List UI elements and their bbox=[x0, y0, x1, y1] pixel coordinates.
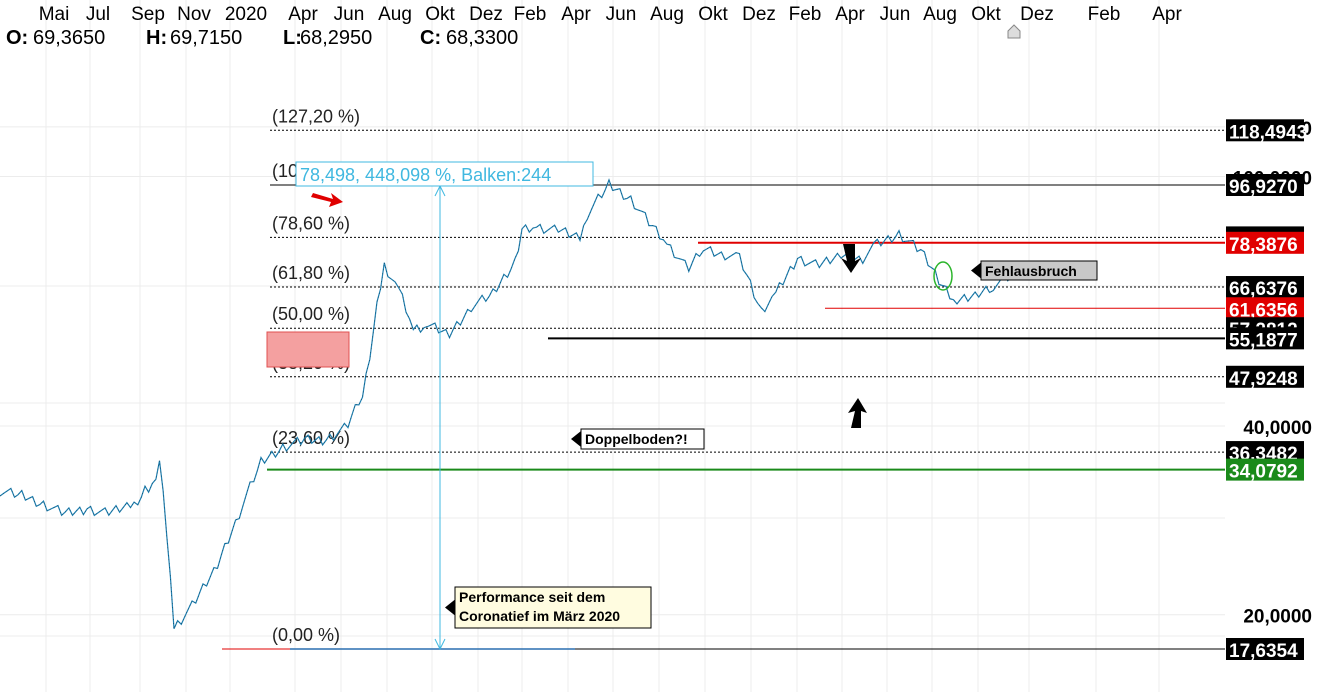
performance-callout-text: Coronatief im März 2020 bbox=[459, 608, 620, 624]
price-tag-text: 34,0792 bbox=[1229, 462, 1298, 483]
performance-callout-pointer-icon bbox=[445, 599, 455, 616]
high-value: 69,7150 bbox=[170, 27, 242, 49]
doppelboden-callout-pointer-icon bbox=[571, 431, 581, 447]
x-tick-label: Aug bbox=[923, 4, 957, 25]
y-tick-label: 40,0000 bbox=[1243, 418, 1312, 439]
scroll-handle-icon[interactable] bbox=[1007, 24, 1021, 39]
fib-label: (50,00 %) bbox=[272, 304, 350, 324]
x-tick-label: Okt bbox=[425, 4, 455, 25]
low-label: L: bbox=[283, 27, 302, 49]
x-tick-label: Nov bbox=[177, 4, 211, 25]
x-tick-label: Dez bbox=[1020, 4, 1054, 25]
price-tag-box bbox=[1226, 638, 1304, 660]
breakout-circle bbox=[933, 261, 953, 291]
x-tick-label: Okt bbox=[971, 4, 1001, 25]
drawing-tools: 78,498, 448,098 %, Balken:244 Fehlausbruc… bbox=[266, 161, 1098, 651]
fehlausbruch-callout-pointer-icon bbox=[971, 262, 981, 279]
black-arrow-up-icon bbox=[848, 398, 867, 428]
x-tick-label: Dez bbox=[742, 4, 776, 25]
x-tick-label: 2020 bbox=[225, 4, 267, 25]
y-tick-label: 20,0000 bbox=[1243, 607, 1312, 628]
fib-highlight-box bbox=[266, 331, 350, 368]
price-tag-box bbox=[1226, 174, 1304, 196]
low-value: 68,2950 bbox=[300, 27, 372, 49]
price-tag-text: 118,4943 bbox=[1229, 122, 1307, 143]
fib-label: (23,60 %) bbox=[272, 428, 350, 448]
x-tick-label: Apr bbox=[835, 4, 865, 25]
red-arrow-icon bbox=[311, 193, 343, 207]
fib-label: (61,80 %) bbox=[272, 263, 350, 283]
fib-label: (78,60 %) bbox=[272, 213, 350, 233]
fib-label: (0,00 %) bbox=[272, 625, 340, 645]
x-tick-label: Okt bbox=[698, 4, 728, 25]
x-tick-label: Dez bbox=[469, 4, 503, 25]
ohlc-readout: O: 69,3650 H: 69,7150 L: 68,2950 C: 68,3… bbox=[6, 27, 518, 49]
close-label: C: bbox=[420, 27, 441, 49]
x-tick-label: Mai bbox=[39, 4, 70, 25]
price-tag-text: 78,3876 bbox=[1229, 235, 1298, 256]
x-tick-label: Feb bbox=[1088, 4, 1121, 25]
price-tag-box bbox=[1226, 365, 1304, 388]
x-tick-label: Jun bbox=[606, 4, 637, 25]
high-label: H: bbox=[146, 27, 167, 49]
price-tag-text: 61,6356 bbox=[1229, 300, 1298, 321]
x-tick-label: Aug bbox=[650, 4, 684, 25]
price-tag-box bbox=[1226, 458, 1304, 481]
x-tick-label: Apr bbox=[1152, 4, 1182, 25]
x-tick-label: Feb bbox=[789, 4, 822, 25]
doppelboden-callout-box bbox=[580, 428, 705, 450]
price-tag-box bbox=[1226, 231, 1304, 254]
measure-box bbox=[295, 161, 594, 187]
horizontal-lines bbox=[222, 241, 1225, 650]
x-tick-label: Jun bbox=[334, 4, 365, 25]
price-tag-text: 47,9248 bbox=[1229, 369, 1298, 390]
x-tick-label: Feb bbox=[514, 4, 547, 25]
x-tick-label: Aug bbox=[378, 4, 412, 25]
grid-layer bbox=[0, 0, 1225, 692]
fib-label: (127,20 %) bbox=[272, 106, 360, 126]
price-tag-box bbox=[1226, 119, 1304, 142]
black-arrow-down-icon bbox=[841, 244, 861, 273]
price-tag-box bbox=[1226, 441, 1304, 464]
price-tag-box bbox=[1226, 297, 1304, 320]
open-label: O: bbox=[6, 27, 28, 49]
x-axis: Mai Jul Sep Nov 2020 Apr Jun Aug Okt Dez Feb Apr Jun… bbox=[39, 4, 1183, 25]
fehlausbruch-callout-text: Fehlausbruch bbox=[985, 263, 1077, 279]
open-value: 69,3650 bbox=[33, 27, 105, 49]
measure-arrow-down-icon bbox=[434, 638, 446, 651]
price-tag-box bbox=[1226, 276, 1304, 299]
price-tag-text: 17,6354 bbox=[1229, 641, 1298, 662]
x-tick-label: Apr bbox=[288, 4, 318, 25]
price-tag-text: 96,9270 bbox=[1229, 177, 1298, 198]
measure-text: 78,498, 448,098 %, Balken:244 bbox=[300, 165, 551, 185]
fibonacci-levels: (0,00 %)(23,60 %)(38,20 %)(50,00 %)(61,8… bbox=[270, 106, 1225, 650]
price-axis-labels: 100,000040,000020,0000120,0000118,494396… bbox=[1226, 119, 1312, 662]
close-value: 68,3300 bbox=[446, 27, 518, 49]
doppelboden-callout-text: Doppelboden?! bbox=[585, 431, 688, 447]
x-tick-label: Sep bbox=[131, 4, 165, 25]
fehlausbruch-callout-box bbox=[980, 260, 1098, 281]
price-tag-text: 55,1877 bbox=[1229, 330, 1298, 351]
x-tick-label: Jul bbox=[86, 4, 110, 25]
x-tick-label: Jun bbox=[880, 4, 911, 25]
performance-callout-box bbox=[454, 586, 652, 629]
x-tick-label: Apr bbox=[561, 4, 591, 25]
performance-callout-text: Performance seit dem bbox=[459, 589, 605, 605]
price-tag-box bbox=[1226, 327, 1304, 350]
price-tag-text: 66,6376 bbox=[1229, 279, 1298, 300]
